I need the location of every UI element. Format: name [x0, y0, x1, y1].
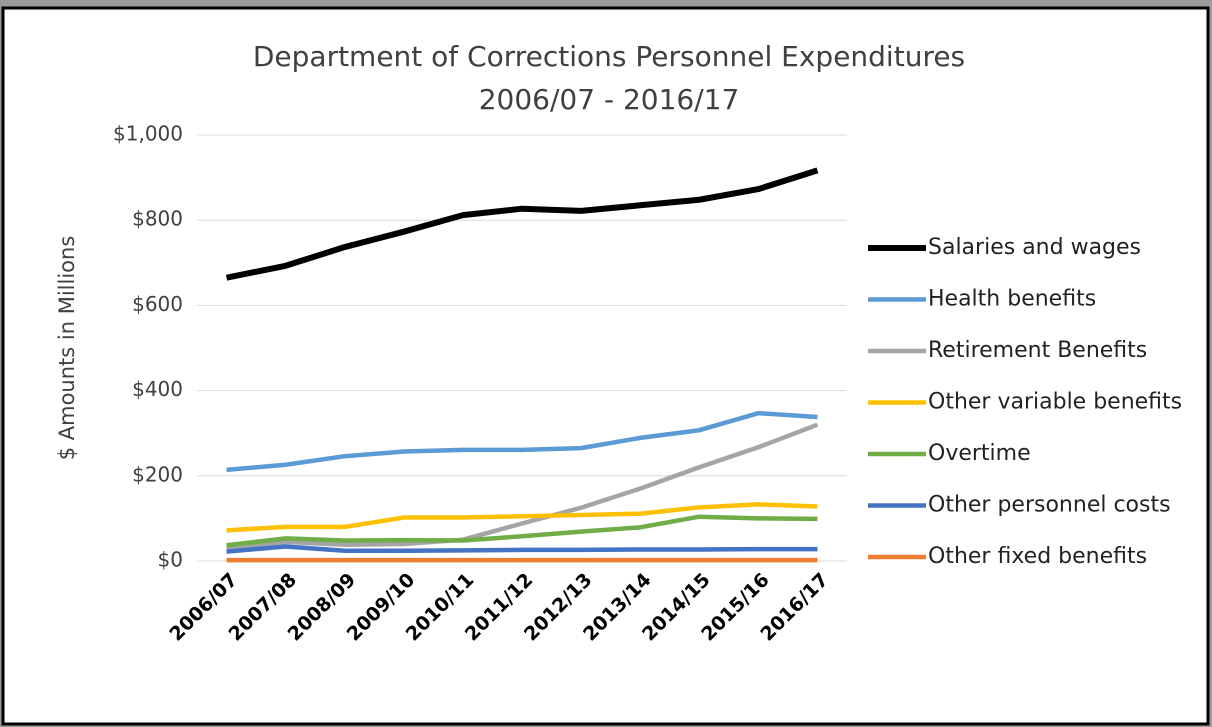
series-line [226, 422, 819, 551]
frame [1, 6, 1210, 726]
y-tick-label: $0 [158, 548, 183, 572]
legend-label: Other personnel costs [928, 493, 1171, 518]
series-line [226, 502, 818, 533]
legend-label: Other variable benefits [928, 390, 1182, 415]
series-line [226, 514, 818, 548]
y-tick-label: $200 [132, 462, 183, 486]
legend-label: Health benefits [928, 287, 1096, 312]
chart-subtitle: 2006/07 - 2016/17 [479, 83, 740, 116]
y-tick-label: $800 [132, 207, 183, 231]
y-tick-label: $1,000 [113, 122, 183, 146]
y-axis-label: $ Amounts in Millions [55, 236, 79, 461]
chart-title: Department of Corrections Personnel Expe… [253, 40, 965, 73]
legend-label: Salaries and wages [928, 235, 1141, 260]
legend-label: Other fixed benefits [928, 544, 1147, 569]
legend-label: Retirement Benefits [928, 338, 1147, 363]
y-tick-label: $400 [132, 377, 183, 401]
series-line [226, 544, 818, 554]
legend-label: Overtime [928, 441, 1031, 466]
series-line [225, 167, 819, 281]
series-line [226, 410, 818, 473]
y-tick-label: $600 [132, 292, 183, 316]
